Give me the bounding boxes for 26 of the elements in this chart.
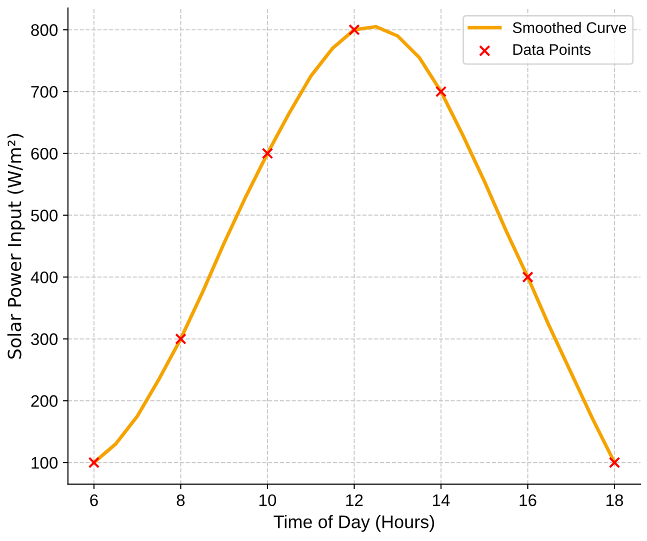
x-tick-label: 10 (259, 494, 276, 506)
y-tick-label: 200 (31, 395, 58, 407)
y-tick-label: 700 (31, 86, 58, 98)
legend-label: Data Points (513, 44, 591, 55)
point (435, 86, 447, 98)
y-tick-label: 800 (31, 24, 58, 36)
point (348, 24, 360, 36)
y-axis-title: Solar Power Input (W/m²) (7, 134, 25, 359)
point (522, 271, 534, 283)
x-axis-title: Time of Day (Hours) (274, 515, 434, 532)
legend-label: Smoothed Curve (512, 22, 626, 34)
point (88, 456, 100, 468)
x-tick-label: 18 (606, 494, 624, 506)
y-tick-label: 300 (31, 333, 58, 346)
x-tick-label: 12 (346, 494, 363, 506)
x-tick-label: 16 (520, 494, 536, 506)
x-tick-label: 14 (432, 494, 450, 506)
point (608, 456, 620, 468)
x-tick-label: 8 (176, 494, 185, 506)
point (262, 148, 274, 160)
y-tick-label: 600 (31, 148, 58, 160)
y-tick-label: 500 (31, 210, 58, 222)
y-tick-label: 100 (32, 456, 58, 469)
y-tick-label: 400 (30, 271, 58, 284)
x-tick-label: 6 (90, 494, 98, 506)
point (175, 333, 186, 345)
